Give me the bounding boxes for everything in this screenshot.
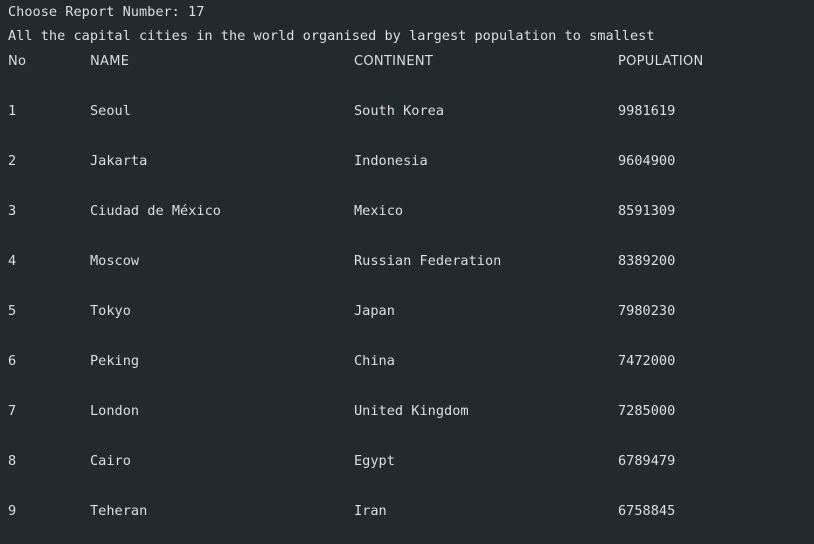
cell-name: Moscow [90, 253, 140, 269]
cell-continent: South Korea [354, 103, 445, 119]
cell-name: Teheran [90, 503, 148, 519]
cell-name: Jakarta [90, 153, 148, 169]
cell-no: 3 [8, 203, 17, 219]
cell-continent: Russian Federation [354, 253, 502, 269]
cell-name: Cairo [90, 453, 131, 469]
header-name: NAME [90, 54, 130, 69]
table-row: 1 Seoul South Korea 9981619 [0, 99, 814, 124]
cell-population: 7980230 [618, 303, 676, 319]
cell-population: 8591309 [618, 203, 676, 219]
cell-continent: China [354, 353, 395, 369]
cell-name: Seoul [90, 103, 131, 119]
header-population: POPULATION [618, 54, 704, 69]
cell-continent: Japan [354, 303, 395, 319]
cell-population: 9604900 [618, 153, 676, 169]
cell-no: 6 [8, 353, 17, 369]
cell-continent: Iran [354, 503, 387, 519]
table-row: 6 Peking China 7472000 [0, 349, 814, 374]
cell-no: 1 [8, 103, 17, 119]
cell-name: Tokyo [90, 303, 131, 319]
cell-population: 7285000 [618, 403, 676, 419]
cell-continent: Mexico [354, 203, 404, 219]
table-row: 3 Ciudad de México Mexico 8591309 [0, 199, 814, 224]
cell-population: 7472000 [618, 353, 676, 369]
cell-no: 8 [8, 453, 17, 469]
table-header-row: No NAME CONTINENT POPULATION [0, 49, 814, 74]
table-row: 5 Tokyo Japan 7980230 [0, 299, 814, 324]
cell-population: 6789479 [618, 453, 676, 469]
header-continent: CONTINENT [354, 54, 434, 69]
cell-population: 8389200 [618, 253, 676, 269]
cell-no: 2 [8, 153, 17, 169]
header-no: No [8, 54, 27, 69]
cell-no: 9 [8, 503, 17, 519]
table-row: 2 Jakarta Indonesia 9604900 [0, 149, 814, 174]
cell-continent: Egypt [354, 453, 395, 469]
table-row: 9 Teheran Iran 6758845 [0, 499, 814, 524]
report-title: All the capital cities in the world orga… [8, 28, 655, 44]
cell-no: 7 [8, 403, 17, 419]
cell-population: 6758845 [618, 503, 676, 519]
cell-population: 9981619 [618, 103, 676, 119]
cell-no: 4 [8, 253, 17, 269]
cell-name: Ciudad de México [90, 203, 221, 219]
cell-name: Peking [90, 353, 140, 369]
cell-continent: Indonesia [354, 153, 428, 169]
cell-no: 5 [8, 303, 17, 319]
cell-continent: United Kingdom [354, 403, 469, 419]
table-row: 4 Moscow Russian Federation 8389200 [0, 249, 814, 274]
cell-name: London [90, 403, 140, 419]
table-row: 8 Cairo Egypt 6789479 [0, 449, 814, 474]
table-row: 7 London United Kingdom 7285000 [0, 399, 814, 424]
report-prompt: Choose Report Number: 17 [8, 4, 205, 20]
